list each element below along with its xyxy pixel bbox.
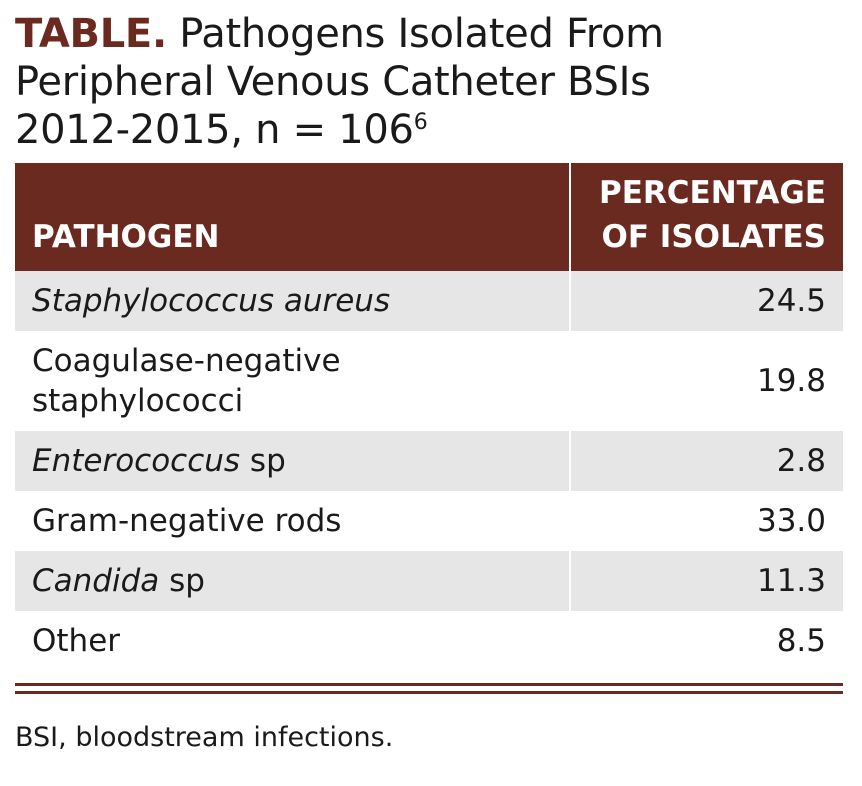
title-reference: 6 — [413, 110, 428, 135]
pathogen-cell: Candida sp — [15, 551, 570, 611]
pathogen-name: Gram-negative rods — [32, 501, 341, 541]
text-run: sp — [159, 563, 205, 599]
table-title: TABLE. Pathogens Isolated From Peripheral… — [15, 10, 845, 154]
pathogen-cell: Staphylococcus aureus — [15, 271, 570, 331]
pathogen-cell: Gram-negative rods — [15, 491, 570, 551]
percentage-cell: 11.3 — [569, 551, 843, 611]
table-row: Other 8.5 — [15, 611, 843, 671]
footnote: BSI, bloodstream infections. — [15, 722, 394, 753]
text-run: Gram-negative rods — [32, 503, 342, 539]
pathogen-name: Staphylococcus aureus — [32, 281, 390, 321]
pathogen-name: Other — [32, 621, 120, 661]
text-run: Staphylococcus aureus — [32, 283, 391, 319]
title-line: 2012-2015, n = 106 — [15, 107, 414, 153]
pathogen-name: Enterococcus sp — [32, 441, 286, 481]
text-run: Coagulase-negative staphylococci — [32, 343, 351, 419]
percentage-cell: 19.8 — [569, 331, 843, 431]
percentage-cell: 2.8 — [569, 431, 843, 491]
text-run: Candida — [32, 563, 160, 599]
title-line: Pathogens Isolated From — [179, 11, 664, 57]
column-header: PATHOGEN — [15, 163, 570, 271]
table-row: Staphylococcus aureus 24.5 — [15, 271, 843, 331]
header-text: PATHOGEN — [32, 219, 220, 255]
text-run: sp — [240, 443, 286, 479]
header-text: PERCENTAGE OF ISOLATES — [599, 175, 826, 255]
table-row: Gram-negative rods 33.0 — [15, 491, 843, 551]
column-header: PERCENTAGE OF ISOLATES — [569, 163, 843, 271]
header-row: PATHOGEN PERCENTAGE OF ISOLATES — [15, 163, 843, 271]
percentage-cell: 8.5 — [569, 611, 843, 671]
bottom-rule — [15, 683, 843, 686]
table-row: Enterococcus sp 2.8 — [15, 431, 843, 491]
pathogen-cell: Enterococcus sp — [15, 431, 570, 491]
table-row: Coagulase-negative staphylococci 19.8 — [15, 331, 843, 431]
title-line: Peripheral Venous Catheter BSIs — [15, 59, 651, 105]
data-table: PATHOGEN PERCENTAGE OF ISOLATES Staphyloc… — [15, 163, 843, 671]
bottom-rule — [15, 691, 843, 694]
table-row: Candida sp 11.3 — [15, 551, 843, 611]
percentage-cell: 33.0 — [569, 491, 843, 551]
title-label: TABLE. — [15, 11, 167, 57]
pathogen-name: Coagulase-negative staphylococci — [32, 341, 432, 421]
pathogen-cell: Coagulase-negative staphylococci — [15, 331, 570, 431]
text-run: Other — [32, 623, 121, 659]
text-run: Enterococcus — [32, 443, 241, 479]
pathogen-name: Candida sp — [32, 561, 205, 601]
percentage-cell: 24.5 — [569, 271, 843, 331]
pathogen-cell: Other — [15, 611, 570, 671]
